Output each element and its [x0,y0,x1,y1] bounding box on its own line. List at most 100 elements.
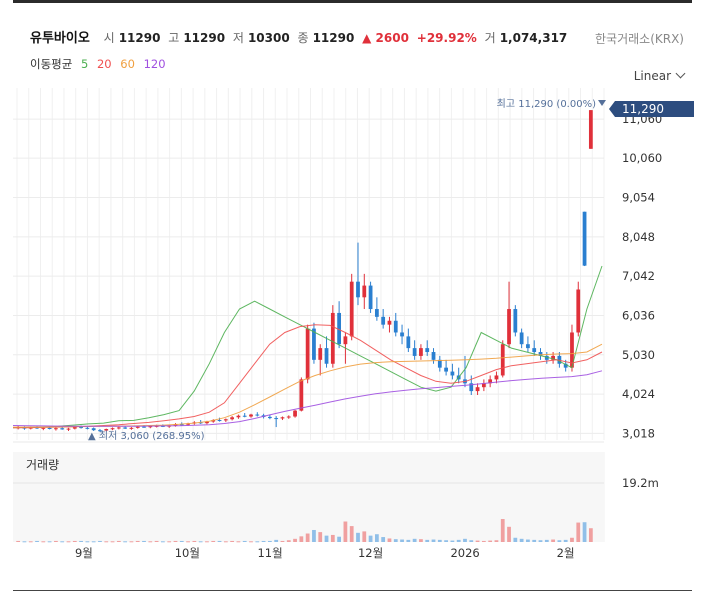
candle-body [330,312,335,364]
price-header: 유투바이오 시 11290 고 11290 저 10300 종 11290 ▲ 2600… [30,27,571,46]
candle-body [431,352,436,360]
high-label: 고 [168,31,180,45]
candle-body [337,312,342,345]
candle-body [98,430,102,432]
volume-bar [456,539,461,542]
candle-body [444,367,448,372]
volume-bar [330,534,335,542]
candle-body [236,415,241,418]
ma-5[interactable]: 5 [80,57,89,71]
volume-bar [507,526,511,542]
ma-20[interactable]: 20 [96,57,112,71]
volume-bar [305,533,310,542]
candle-body [47,427,52,430]
volume-bar [337,536,342,542]
candle-body [576,289,581,333]
volume-bar [469,540,474,542]
volume-bar [173,540,178,542]
volume-bar [217,540,222,542]
volume-bar [28,541,33,543]
volume-bar [387,538,392,542]
volume-bar [230,540,235,542]
volume-bar [274,539,279,542]
candle-body [356,281,360,298]
ma-line-120 [12,370,603,427]
volume-bar [312,529,316,542]
candle-body [72,427,77,429]
volume-bar [362,531,367,542]
volume-bar [551,539,555,542]
volume-bar [437,539,442,542]
candle-body [532,348,537,353]
volume-bar [161,541,165,543]
volume-bar [198,541,203,543]
volume-bar [538,540,543,542]
ma-60[interactable]: 60 [120,57,135,71]
volume-bar [488,540,493,542]
candle-body [412,348,417,356]
volume-bar [280,540,285,542]
volume-bar [374,534,379,542]
candle-body [41,427,46,429]
candle-body [85,427,90,429]
volume-panel [13,452,604,542]
volume-bar [532,539,537,542]
price-tick-label: 9,054 [622,190,655,204]
volume-bar [123,541,128,543]
candle-body [349,281,354,337]
volume-bar [267,540,272,542]
candle-body [104,429,109,431]
scale-selector[interactable]: Linear [633,68,686,83]
candle-body [110,428,115,430]
candle-body [60,428,65,430]
candle-body [179,424,184,426]
ma-line-20 [13,324,603,429]
volume-bar [41,541,46,543]
candle-body [318,348,323,360]
candle-body [186,423,190,425]
candle-body [419,348,423,356]
candle-body [588,110,593,149]
current-price-label: 11,290 [622,102,664,116]
candle-body [551,355,555,360]
volume-bar [54,540,58,542]
volume-bar [481,540,486,542]
price-tick-label: 8,048 [622,230,655,244]
volume-bar [588,528,593,542]
candle-body [142,426,146,428]
volume-bar [318,532,323,542]
low-value: 10300 [247,31,290,45]
volume-bar [406,539,411,542]
top-border [13,0,692,3]
candle-body [425,348,430,353]
volume-bar [242,540,247,542]
volume-bar [16,540,21,542]
candle-body [79,427,83,429]
candle-body [205,421,209,424]
volume-bar [249,541,253,543]
candle-body [494,375,499,380]
volume-bar [444,540,448,542]
volume-bar [576,522,581,542]
candle-body [488,379,493,384]
volume-bar [450,540,455,542]
volume-bar [299,536,304,542]
scale-selector-label: Linear [633,69,671,83]
candle-body [500,344,505,376]
ma-120[interactable]: 120 [143,57,166,71]
volume-bar [570,537,574,542]
volume-bar [563,539,568,542]
candle-body [274,418,279,420]
candle-body [116,427,121,429]
volume-bar [129,541,134,543]
volume-bar [116,540,121,542]
volume-bar [381,537,386,542]
candle-body [544,355,549,360]
candle-body [91,428,96,431]
price-tick-label: 6,036 [622,308,655,322]
volume-bar [419,539,423,542]
volume-bar [91,541,96,543]
volume-bar [393,539,398,542]
x-tick-label: 9월 [75,546,93,560]
